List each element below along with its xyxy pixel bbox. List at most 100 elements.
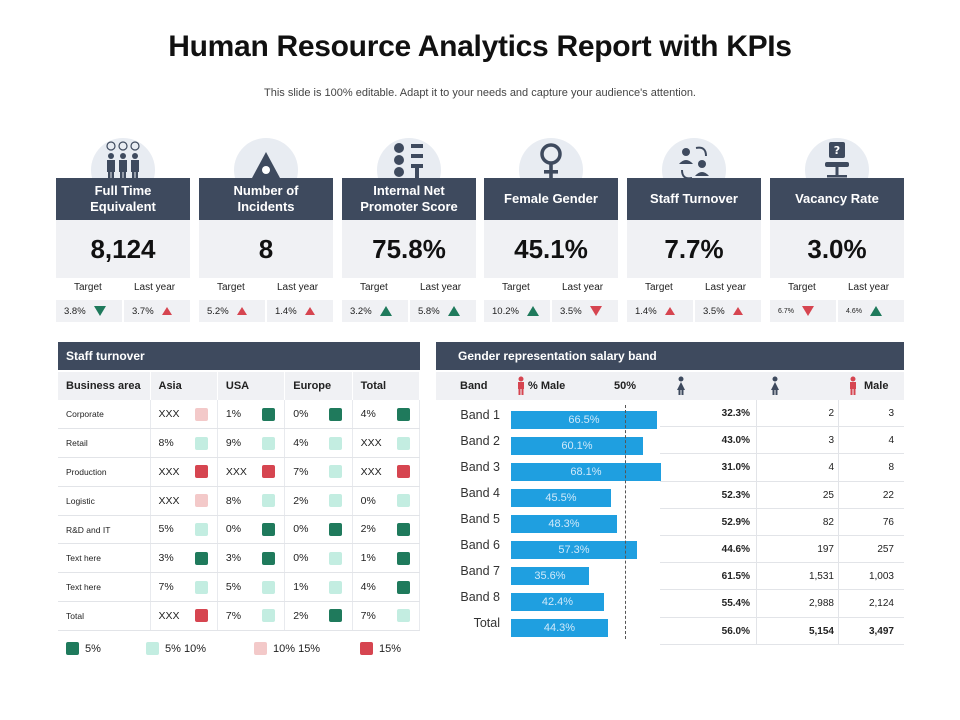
- status-square: [396, 494, 410, 508]
- table-row: 31.0% 4 8: [660, 454, 904, 482]
- kpi-lastyear-cell: 3.5%: [695, 300, 761, 322]
- table-cell: 2%: [284, 486, 353, 516]
- table-row: 44.6% 197 257: [660, 536, 904, 564]
- band-bar: 44.3%: [511, 619, 608, 637]
- col-divider: [838, 563, 839, 591]
- kpi-title: Internal Net Promoter Score: [342, 178, 476, 220]
- table-row: Text here 7% 5% 1% 4%: [58, 572, 421, 603]
- kpi-card-2: Number of Incidents 8 Target Last year 5.2% 1…: [199, 130, 333, 322]
- pct-cell: 52.9%: [721, 516, 750, 528]
- kpi-target-value: 3.2%: [350, 305, 372, 317]
- table-row: 52.3% 25 22: [660, 481, 904, 509]
- business-area: Total: [58, 601, 151, 631]
- fifty-percent-line: [625, 405, 626, 639]
- cell-value: 2%: [360, 523, 376, 536]
- count-b-cell: 3,497: [868, 625, 894, 637]
- col-divider: [838, 617, 839, 645]
- table-cell: XXX: [352, 428, 421, 459]
- legend-swatch: [254, 642, 267, 655]
- band-label: Band 1: [460, 408, 500, 422]
- business-area: Text here: [58, 543, 151, 574]
- table-cell: 7%: [150, 572, 218, 603]
- kpi-target-label: Target: [217, 282, 245, 293]
- band-bar: 66.5%: [511, 411, 657, 429]
- col-divider: [838, 536, 839, 563]
- kpi-value: 8: [199, 220, 333, 278]
- cell-value: 5%: [158, 523, 174, 536]
- table-cell: 0%: [284, 515, 353, 545]
- legend-swatch: [66, 642, 79, 655]
- legend-label: 5%: [85, 642, 101, 655]
- col-divider: [838, 454, 839, 482]
- table-cell: 5%: [217, 572, 286, 603]
- table-cell: 7%: [217, 601, 286, 631]
- count-b-cell: 4: [888, 435, 894, 447]
- status-square: [261, 551, 275, 565]
- cell-value: XXX: [225, 465, 247, 478]
- gender-header: Gender representation salary band: [436, 342, 904, 370]
- kpi-lastyear-label: Last year: [848, 282, 890, 293]
- female-person-icon: [770, 376, 780, 399]
- legend-swatch: [146, 642, 159, 655]
- kpi-lastyear-cell: 5.8%: [410, 300, 476, 322]
- table-cell: 9%: [217, 428, 286, 459]
- table-cell: 0%: [352, 486, 421, 516]
- band-label: Band 6: [460, 538, 500, 552]
- col-divider: [838, 508, 839, 536]
- gender-subheader: Band % Male 50% Male: [436, 372, 904, 400]
- business-area: Text here: [58, 572, 151, 603]
- legend-label: 10% 15%: [273, 642, 321, 655]
- table-row: Corporate XXX 1% 0% 4%: [58, 400, 421, 430]
- status-square: [329, 523, 343, 537]
- count-b-cell: 2,124: [868, 598, 894, 610]
- table-row: Production XXX XXX 7% XXX: [58, 457, 421, 487]
- count-a-cell: 82: [822, 516, 834, 528]
- male-person-icon: [848, 376, 858, 399]
- status-square: [396, 523, 410, 537]
- business-area: Corporate: [58, 400, 151, 430]
- bar-label: 35.6%: [534, 570, 566, 582]
- legend-label: 5% 10%: [165, 642, 206, 655]
- status-square: [194, 580, 208, 594]
- kpi-target-value: 10.2%: [492, 305, 519, 317]
- status-square: [194, 523, 208, 537]
- table-cell: 4%: [352, 572, 421, 603]
- kpi-title: Vacancy Rate: [770, 178, 904, 220]
- table-cell: XXX: [150, 457, 218, 487]
- table-row: 43.0% 3 4: [660, 427, 904, 455]
- table-cell: 0%: [284, 400, 353, 430]
- pct-cell: 52.3%: [721, 489, 750, 501]
- table-row: Logistic XXX 8% 2% 0%: [58, 486, 421, 516]
- table-row: 56.0% 5,154 3,497: [660, 617, 904, 645]
- kpi-title: Female Gender: [484, 178, 618, 220]
- table-row: 52.9% 82 76: [660, 508, 904, 536]
- count-a-cell: 197: [817, 544, 834, 555]
- kpi-value: 45.1%: [484, 220, 618, 278]
- table-row: Text here 3% 3% 0% 1%: [58, 543, 421, 574]
- count-b-cell: 1,003: [868, 571, 894, 583]
- table-row: R&D and IT 5% 0% 0% 2%: [58, 515, 421, 545]
- kpi-target-cell: 10.2%: [484, 300, 550, 322]
- kpi-lastyear-label: Last year: [134, 282, 176, 293]
- table-cell: 0%: [284, 543, 353, 574]
- band-bar: 60.1%: [511, 437, 643, 455]
- triangle-down-icon: [93, 306, 106, 316]
- legend-item: 5%: [66, 642, 101, 655]
- kpi-card-6: ? Vacancy Rate 3.0% Target Last year 6.7% 4.6%: [770, 130, 904, 322]
- cell-value: 3%: [225, 552, 242, 565]
- col-divider: [838, 400, 839, 427]
- band-label: Band 4: [460, 486, 500, 500]
- count-a-cell: 2,988: [808, 598, 834, 610]
- legend-swatch: [360, 642, 373, 655]
- cell-value: 0%: [225, 523, 242, 536]
- legend-item: 5% 10%: [146, 642, 206, 655]
- table-cell: XXX: [150, 400, 218, 430]
- triangle-up-icon: [664, 307, 675, 315]
- triangle-up-icon: [236, 307, 247, 315]
- status-square: [396, 407, 410, 421]
- table-cell: 0%: [217, 515, 286, 545]
- cell-value: 4%: [360, 407, 376, 420]
- table-cell: 4%: [284, 428, 353, 459]
- triangle-up-icon: [447, 306, 460, 316]
- count-a-cell: 4: [828, 462, 834, 474]
